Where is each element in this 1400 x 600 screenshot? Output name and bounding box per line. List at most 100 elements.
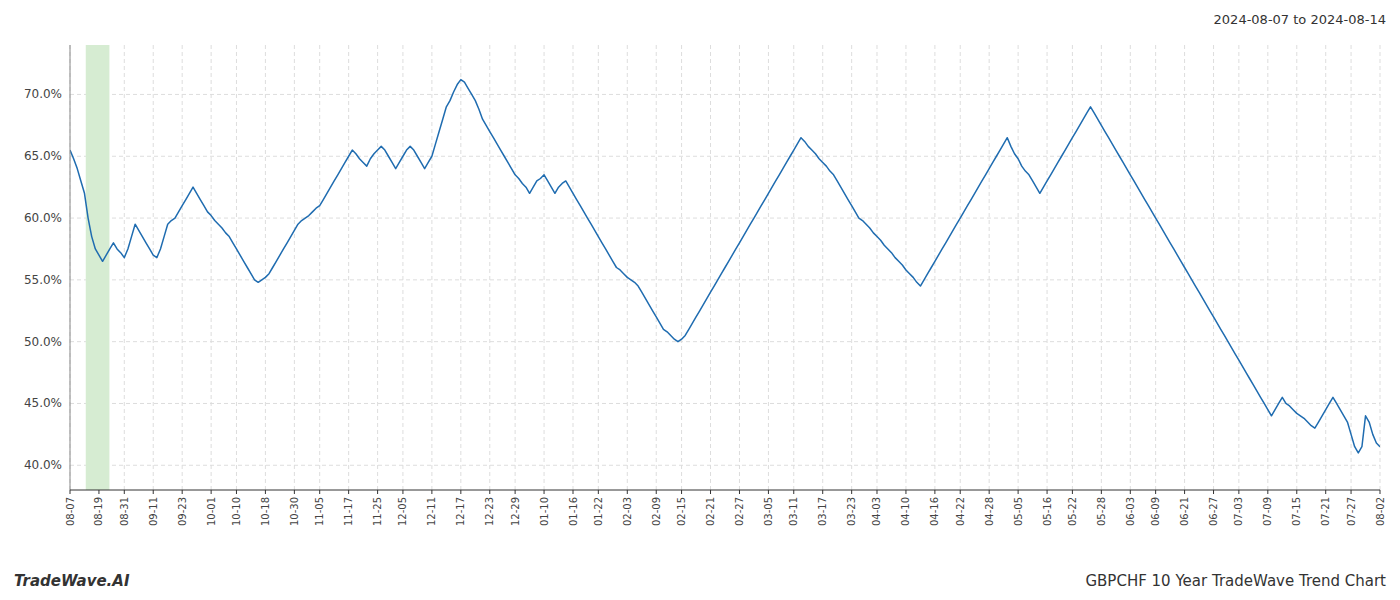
x-tick-label: 12-11 (426, 497, 437, 526)
x-tick-label: 12-17 (455, 497, 466, 526)
x-tick (681, 490, 682, 494)
grid-line-x (627, 45, 628, 490)
grid-line-x (319, 45, 320, 490)
grid-line-x (573, 45, 574, 490)
x-tick (211, 490, 212, 494)
x-tick (822, 490, 823, 494)
x-tick (1047, 490, 1048, 494)
x-tick-label: 04-28 (984, 497, 995, 526)
x-tick-label: 02-21 (705, 497, 716, 526)
x-tick (460, 490, 461, 494)
x-tick-label: 08-07 (65, 497, 76, 526)
grid-line-x (960, 45, 961, 490)
x-tick (934, 490, 935, 494)
x-tick (1238, 490, 1239, 494)
x-tick-label: 09-23 (177, 497, 188, 526)
x-tick-label: 01-22 (593, 497, 604, 526)
grid-line-x (153, 45, 154, 490)
grid-line-x (1155, 45, 1156, 490)
grid-line-x (1238, 45, 1239, 490)
y-tick-label: 70.0% (24, 87, 62, 101)
y-tick-label: 60.0% (24, 211, 62, 225)
grid-line-x (822, 45, 823, 490)
x-tick (1213, 490, 1214, 494)
grid-line-y (70, 279, 1380, 280)
x-tick (515, 490, 516, 494)
x-tick (489, 490, 490, 494)
grid-line-x (1047, 45, 1048, 490)
y-tick-label: 50.0% (24, 335, 62, 349)
grid-line-x (989, 45, 990, 490)
y-tick-label: 40.0% (24, 458, 62, 472)
x-tick (1101, 490, 1102, 494)
x-tick-label: 02-15 (676, 497, 687, 526)
footer-right: GBPCHF 10 Year TradeWave Trend Chart (1085, 572, 1386, 590)
axes: 40.0%45.0%50.0%55.0%60.0%65.0%70.0%08-07… (24, 45, 1386, 526)
x-tick-label: 02-27 (734, 497, 745, 526)
grid-line-x (294, 45, 295, 490)
grid-line-y (70, 94, 1380, 95)
x-tick (598, 490, 599, 494)
x-tick (905, 490, 906, 494)
plot-area (70, 45, 1380, 490)
x-tick (1296, 490, 1297, 494)
x-tick-label: 12-29 (510, 497, 521, 526)
x-tick (851, 490, 852, 494)
grid-line-y (70, 465, 1380, 466)
grid-line-x (70, 45, 71, 490)
grid-line-x (124, 45, 125, 490)
footer-left: TradeWave.AI (14, 572, 130, 590)
grid-line-x (460, 45, 461, 490)
grid (70, 45, 1380, 490)
x-axis-line (70, 490, 1380, 491)
grid-line-x (1018, 45, 1019, 490)
x-tick (377, 490, 378, 494)
grid-line-x (1213, 45, 1214, 490)
x-tick (544, 490, 545, 494)
grid-line-x (515, 45, 516, 490)
x-tick (739, 490, 740, 494)
x-tick-label: 10-18 (260, 497, 271, 526)
x-tick (793, 490, 794, 494)
grid-line-y (70, 403, 1380, 404)
grid-line-x (182, 45, 183, 490)
grid-line-x (348, 45, 349, 490)
x-tick-label: 05-22 (1067, 497, 1078, 526)
grid-line-x (934, 45, 935, 490)
title: 2024-08-07 to 2024-08-14 (1214, 12, 1386, 27)
grid-line-x (598, 45, 599, 490)
x-tick-label: 11-17 (343, 497, 354, 526)
x-tick-label: 06-09 (1150, 497, 1161, 526)
x-tick-label: 06-27 (1208, 497, 1219, 526)
x-tick-label: 04-22 (955, 497, 966, 526)
grid-line-x (1296, 45, 1297, 490)
y-tick-label: 45.0% (24, 396, 62, 410)
x-tick-label: 01-16 (568, 497, 579, 526)
grid-line-y (70, 218, 1380, 219)
grid-line-x (489, 45, 490, 490)
grid-line-x (544, 45, 545, 490)
y-tick-label: 55.0% (24, 273, 62, 287)
x-tick-label: 04-03 (871, 497, 882, 526)
x-tick-label: 11-05 (314, 497, 325, 526)
grid-line-x (402, 45, 403, 490)
grid-line-x (236, 45, 237, 490)
x-tick (1155, 490, 1156, 494)
grid-line-x (1130, 45, 1131, 490)
x-tick (348, 490, 349, 494)
x-tick (656, 490, 657, 494)
x-tick (1130, 490, 1131, 494)
x-tick (236, 490, 237, 494)
grid-line-x (793, 45, 794, 490)
grid-line-x (681, 45, 682, 490)
x-tick (70, 490, 71, 494)
x-tick (573, 490, 574, 494)
x-tick (1072, 490, 1073, 494)
shade-region (86, 45, 110, 490)
x-tick-label: 07-21 (1320, 497, 1331, 526)
x-tick (431, 490, 432, 494)
x-tick-label: 03-17 (817, 497, 828, 526)
x-tick (710, 490, 711, 494)
x-tick-label: 12-05 (397, 497, 408, 526)
x-tick (98, 490, 99, 494)
